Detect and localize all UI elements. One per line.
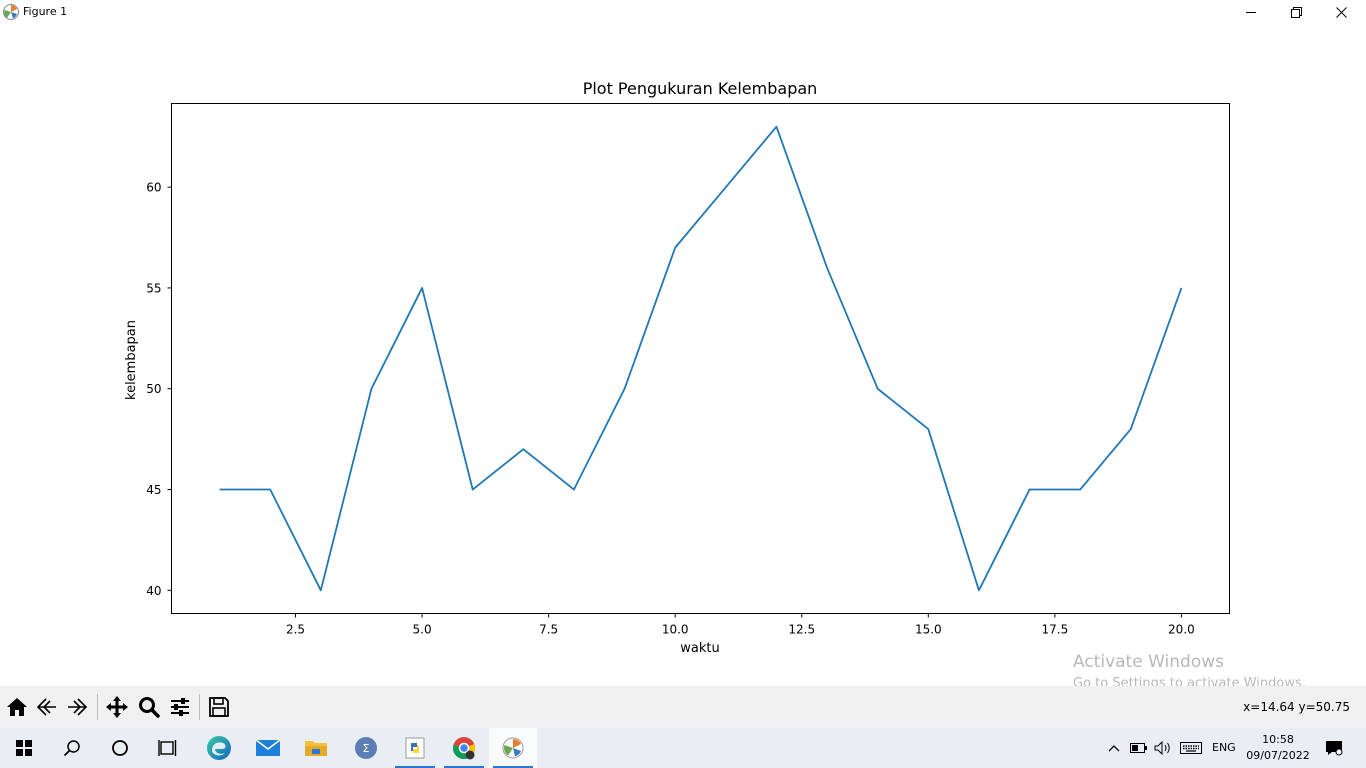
clock-time: 10:58 bbox=[1262, 733, 1294, 746]
y-tick-label: 45 bbox=[146, 483, 161, 497]
language-indicator[interactable]: ENG bbox=[1212, 741, 1236, 754]
window-title: Figure 1 bbox=[23, 5, 68, 18]
chevron-up-icon bbox=[1108, 745, 1120, 752]
minimize-button[interactable] bbox=[1228, 0, 1274, 24]
y-tick-label: 60 bbox=[146, 181, 161, 195]
home-button[interactable] bbox=[3, 693, 31, 721]
chrome-button[interactable] bbox=[440, 728, 488, 768]
mail-button[interactable] bbox=[244, 728, 292, 768]
volume-button[interactable] bbox=[1151, 728, 1175, 768]
x-tick-label: 2.5 bbox=[286, 623, 305, 637]
x-tick-label: 10.0 bbox=[662, 623, 689, 637]
y-tick-label: 55 bbox=[146, 281, 161, 295]
save-icon bbox=[209, 697, 229, 717]
matplotlib-app-icon bbox=[2, 3, 20, 21]
x-tick-label: 12.5 bbox=[788, 623, 815, 637]
battery-icon bbox=[1130, 743, 1147, 753]
forward-icon bbox=[68, 698, 88, 716]
line-chart: Plot Pengukuran Kelembapan 2.5 5.0 7.5 10.0… bbox=[124, 79, 1230, 656]
navigation-toolbar: x=14.64 y=50.75 bbox=[0, 686, 1366, 728]
search-button[interactable] bbox=[48, 728, 96, 768]
close-button[interactable] bbox=[1318, 0, 1364, 24]
notification-icon bbox=[1326, 741, 1343, 756]
start-icon bbox=[16, 740, 32, 756]
matplotlib-taskbar-button[interactable] bbox=[489, 728, 537, 768]
x-tick-label: 15.0 bbox=[915, 623, 942, 637]
x-tick-label: 17.5 bbox=[1041, 623, 1068, 637]
y-tick-label: 50 bbox=[146, 382, 161, 396]
configure-subplots-icon bbox=[171, 698, 189, 716]
show-hidden-icons-button[interactable] bbox=[1102, 728, 1126, 768]
minimize-icon bbox=[1246, 12, 1256, 13]
axes-frame bbox=[171, 103, 1230, 614]
x-axis-label: waktu bbox=[680, 641, 719, 656]
y-tick-label: 40 bbox=[146, 584, 161, 598]
save-button[interactable] bbox=[205, 693, 233, 721]
pan-icon bbox=[106, 696, 128, 718]
title-bar: Figure 1 bbox=[0, 0, 1366, 24]
chart-title: Plot Pengukuran Kelembapan bbox=[583, 79, 818, 98]
x-ticks: 2.5 5.0 7.5 10.0 12.5 15.0 17.5 20.0 bbox=[286, 613, 1195, 637]
speaker-icon bbox=[1154, 741, 1170, 755]
search-icon bbox=[63, 740, 80, 757]
x-tick-label: 5.0 bbox=[413, 623, 432, 637]
taskbar: Σ bbox=[0, 728, 1366, 768]
python-icon bbox=[405, 737, 425, 759]
maxima-button[interactable]: Σ bbox=[342, 728, 390, 768]
restore-icon bbox=[1290, 6, 1302, 18]
svg-text:Σ: Σ bbox=[363, 742, 370, 755]
zoom-icon bbox=[139, 697, 160, 718]
y-ticks: 40 45 50 55 60 bbox=[146, 181, 172, 598]
back-button[interactable] bbox=[33, 693, 61, 721]
python-button[interactable] bbox=[391, 728, 439, 768]
maxima-icon: Σ bbox=[355, 737, 377, 759]
clock-date: 09/07/2022 bbox=[1246, 749, 1310, 762]
cortana-button[interactable] bbox=[96, 728, 144, 768]
home-icon bbox=[7, 698, 27, 716]
restore-button[interactable] bbox=[1273, 0, 1319, 24]
series-group bbox=[219, 125, 1183, 592]
series-line bbox=[219, 125, 1183, 592]
forward-button[interactable] bbox=[63, 693, 91, 721]
zoom-button[interactable] bbox=[135, 693, 163, 721]
edge-button[interactable] bbox=[195, 728, 243, 768]
close-icon bbox=[1335, 6, 1347, 18]
configure-subplots-button[interactable] bbox=[166, 693, 194, 721]
battery-button[interactable] bbox=[1127, 728, 1151, 768]
task-view-button[interactable] bbox=[144, 728, 192, 768]
start-button[interactable] bbox=[0, 728, 48, 768]
x-tick-label: 20.0 bbox=[1168, 623, 1195, 637]
chrome-icon bbox=[452, 737, 476, 760]
file-explorer-button[interactable] bbox=[292, 728, 340, 768]
touch-keyboard-button[interactable] bbox=[1177, 728, 1205, 768]
y-axis-label: kelembapan bbox=[124, 320, 139, 400]
x-tick-label: 7.5 bbox=[539, 623, 558, 637]
back-icon bbox=[36, 698, 56, 716]
task-view-icon bbox=[158, 740, 177, 756]
clock[interactable]: 10:58 09/07/2022 bbox=[1246, 732, 1310, 764]
cursor-coordinates: x=14.64 y=50.75 bbox=[1243, 700, 1350, 714]
pan-button[interactable] bbox=[103, 693, 131, 721]
keyboard-icon bbox=[1180, 742, 1202, 754]
toolbar-separator bbox=[97, 694, 98, 720]
matplotlib-icon bbox=[502, 737, 524, 759]
file-explorer-icon bbox=[305, 741, 327, 756]
toolbar-separator bbox=[199, 694, 200, 720]
cortana-icon bbox=[112, 740, 128, 756]
notifications-button[interactable] bbox=[1316, 728, 1352, 768]
mail-icon bbox=[255, 739, 281, 756]
edge-icon bbox=[207, 736, 231, 760]
figure-canvas[interactable]: Plot Pengukuran Kelembapan 2.5 5.0 7.5 10.0… bbox=[0, 24, 1366, 686]
